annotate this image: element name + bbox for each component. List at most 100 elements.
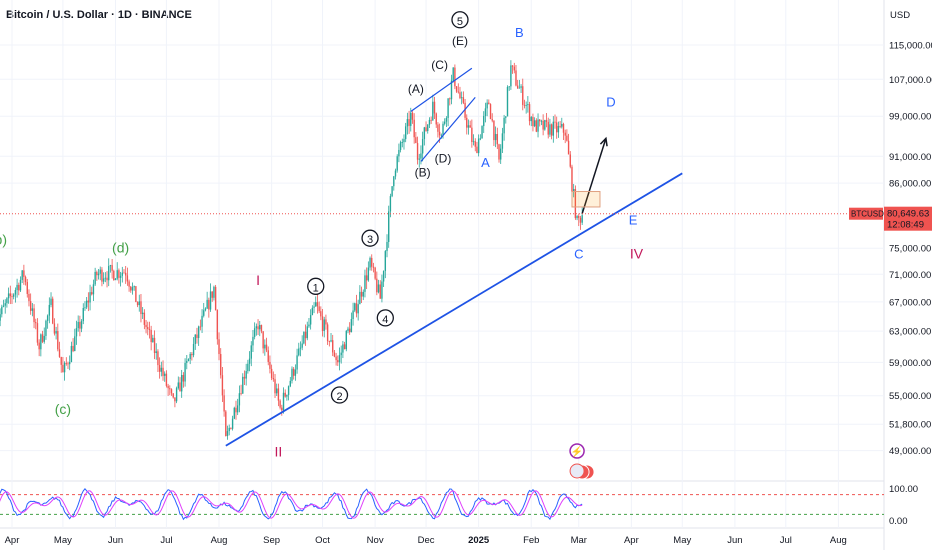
candle-body: [259, 324, 261, 330]
candle-body: [48, 304, 51, 316]
time-axis[interactable]: Apr May Jun Jul Aug Sep Oct Nov Dec 2025 Feb Mar Apr…: [5, 535, 847, 546]
impulse-wave-label: 3: [367, 234, 373, 246]
candle-body: [348, 328, 351, 333]
candle-body: [113, 270, 115, 281]
candle-body: [128, 281, 130, 287]
candle-body: [564, 132, 566, 136]
candle-body: [50, 298, 52, 305]
candle-body: [376, 278, 378, 293]
candle-body: [450, 80, 453, 100]
currency-label[interactable]: USD: [890, 10, 910, 21]
candle-body: [265, 344, 268, 351]
candle-body: [67, 363, 69, 365]
candle-body: [286, 394, 288, 397]
candle-body: [437, 124, 439, 132]
wedge-line[interactable]: [410, 67, 473, 112]
candle-body: [486, 102, 488, 109]
candle-body: [455, 86, 458, 92]
candle-body: [393, 176, 395, 187]
candle-body: [114, 278, 117, 281]
impulse-wave-label: 5: [457, 16, 463, 28]
wedge-wave-label: (C): [431, 58, 448, 72]
wave-circle: [307, 277, 325, 295]
candle-body: [174, 397, 176, 402]
x-tick-label: Apr: [624, 535, 639, 546]
candle-body: [325, 319, 327, 325]
candle-body: [221, 375, 224, 396]
candle-body: [416, 143, 419, 160]
candle-body: [430, 119, 432, 121]
candle-body: [180, 374, 183, 392]
candle-body: [257, 326, 259, 330]
candle-body: [126, 275, 129, 282]
event-icons[interactable]: ⚡: [569, 443, 595, 480]
candle-body: [150, 330, 152, 343]
candle-body: [301, 343, 303, 348]
candle-body: [55, 331, 57, 334]
candle-body: [52, 298, 54, 324]
candle-body: [77, 321, 79, 329]
candle-body: [65, 362, 68, 364]
candle-body: [36, 323, 39, 343]
candle-body: [119, 275, 122, 278]
zone-box[interactable]: [571, 191, 601, 208]
y-tick-label: 51,800.00: [889, 420, 931, 431]
candle-body: [377, 284, 380, 293]
candle-body: [152, 337, 154, 343]
candle-body: [38, 342, 40, 350]
candle-body: [106, 277, 108, 281]
x-tick-label: Jun: [108, 535, 123, 546]
candle-body: [45, 320, 47, 336]
candle-body: [260, 324, 263, 332]
price-axis[interactable]: 115,000.00 107,000.00 99,000.00 91,000.00 86…: [889, 41, 932, 458]
forecast-arrow[interactable]: [581, 138, 607, 214]
candle-body: [85, 300, 88, 308]
candle-body: [330, 340, 332, 342]
candle-body: [111, 265, 113, 271]
candle-body: [240, 393, 242, 395]
osc-upper-label: 100.00: [889, 484, 918, 495]
candle-body: [315, 302, 317, 307]
candle-body: [337, 360, 339, 363]
candle-body: [243, 376, 246, 379]
lightning-icon[interactable]: [569, 443, 585, 459]
candle-body: [379, 284, 381, 299]
x-tick-label: Feb: [523, 535, 539, 546]
correction-wave-label: D: [606, 95, 615, 110]
candle-body: [262, 331, 264, 349]
candle-body: [0, 314, 1, 321]
candle-body: [578, 215, 580, 218]
price-badge: BTCUSD 80,649.63 12:08:49: [849, 206, 932, 231]
candle-body: [516, 85, 519, 89]
candle-body: [547, 121, 549, 135]
wedge-line[interactable]: [420, 97, 476, 162]
candle-body: [233, 407, 235, 419]
candle-body: [143, 312, 146, 325]
candle-body: [323, 319, 325, 331]
candle-body: [147, 327, 149, 329]
candle-body: [14, 289, 17, 295]
candle-body: [360, 291, 363, 297]
candle-body: [247, 363, 249, 372]
trendlines[interactable]: [225, 67, 683, 447]
candle-body: [491, 118, 493, 121]
x-tick-label: Jul: [160, 535, 172, 546]
candle-body: [382, 270, 385, 282]
candle-body: [75, 328, 78, 337]
candle-body: [469, 125, 471, 128]
candle-body: [153, 337, 156, 353]
candle-body: [118, 270, 120, 278]
candle-body: [269, 361, 271, 369]
candle-body: [372, 266, 375, 268]
candle-body: [175, 388, 178, 402]
candle-body: [303, 331, 305, 344]
candle-body: [505, 116, 507, 118]
us-flag-icon[interactable]: [569, 463, 585, 479]
impulse-wave-label: 2: [336, 391, 342, 403]
green-wave-label: (d): [112, 240, 129, 256]
candle-body: [304, 331, 307, 339]
candle-body: [192, 343, 195, 356]
candle-body: [523, 104, 526, 106]
support-trendline[interactable]: [225, 172, 683, 447]
